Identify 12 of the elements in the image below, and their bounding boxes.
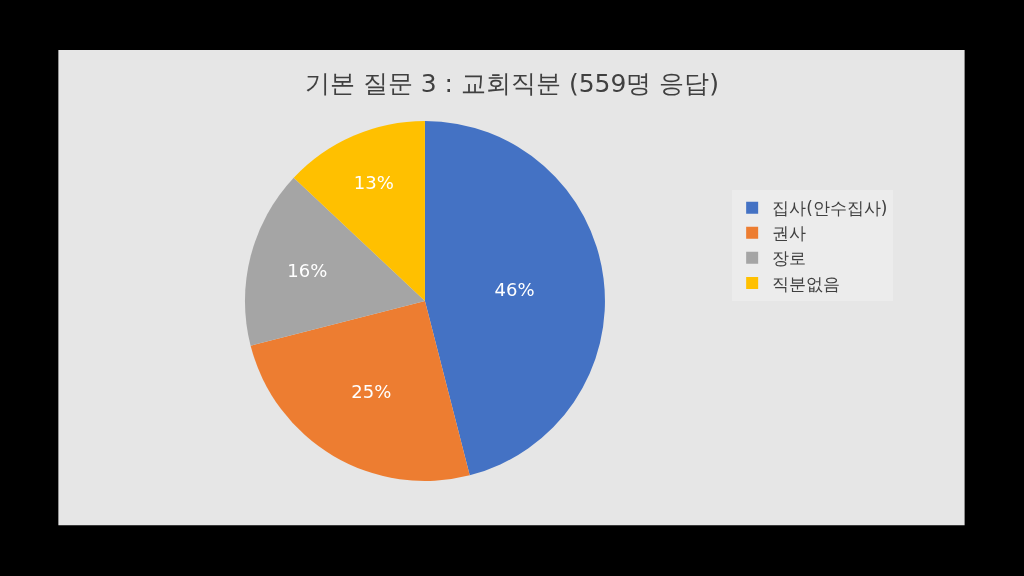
pie-slice xyxy=(250,300,470,481)
pie-slice xyxy=(244,177,425,346)
data-label: 46% xyxy=(494,279,535,301)
pie-slice xyxy=(424,120,605,476)
legend-label: 권사 xyxy=(772,223,807,244)
legend-label: 집사(안수집사) xyxy=(772,198,888,219)
legend-label: 장로 xyxy=(772,248,807,269)
legend-label: 직분없음 xyxy=(772,273,841,294)
data-label: 25% xyxy=(351,381,392,403)
data-label: 13% xyxy=(353,172,394,194)
data-label: 16% xyxy=(287,260,328,282)
chart-title: 기본 질문 3 : 교회직분 (559명 응답) xyxy=(304,69,720,99)
